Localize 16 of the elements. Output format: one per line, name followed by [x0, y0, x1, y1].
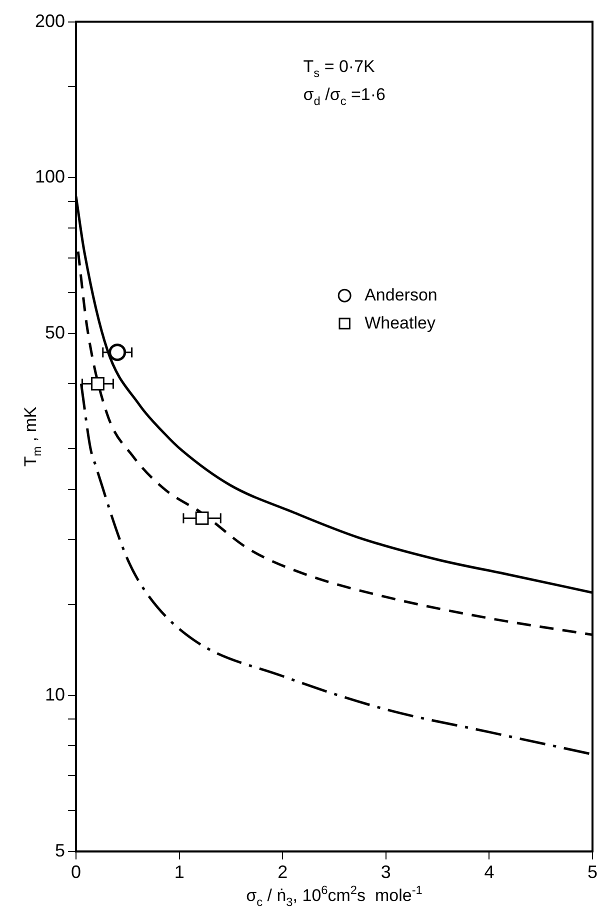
y-tick-label: 50	[45, 322, 66, 343]
legend-label: Wheatley	[364, 313, 436, 332]
legend-label: Anderson	[364, 285, 438, 304]
y-axis-title: Tm , mK	[21, 406, 44, 467]
point	[108, 344, 126, 362]
x-tick-label: 1	[174, 862, 184, 882]
y-tick-label: 10	[45, 684, 66, 704]
y-tick-label: 5	[55, 840, 66, 860]
y-tick-label: 200	[34, 10, 66, 31]
x-tick-label: 2	[278, 862, 288, 882]
x-tick-label: 4	[484, 862, 494, 882]
x-tick-label: 5	[587, 862, 598, 882]
y-tick-label: 100	[34, 166, 66, 187]
x-tick-label: 3	[380, 862, 391, 882]
x-tick-label: 0	[71, 862, 82, 882]
point	[91, 377, 104, 390]
